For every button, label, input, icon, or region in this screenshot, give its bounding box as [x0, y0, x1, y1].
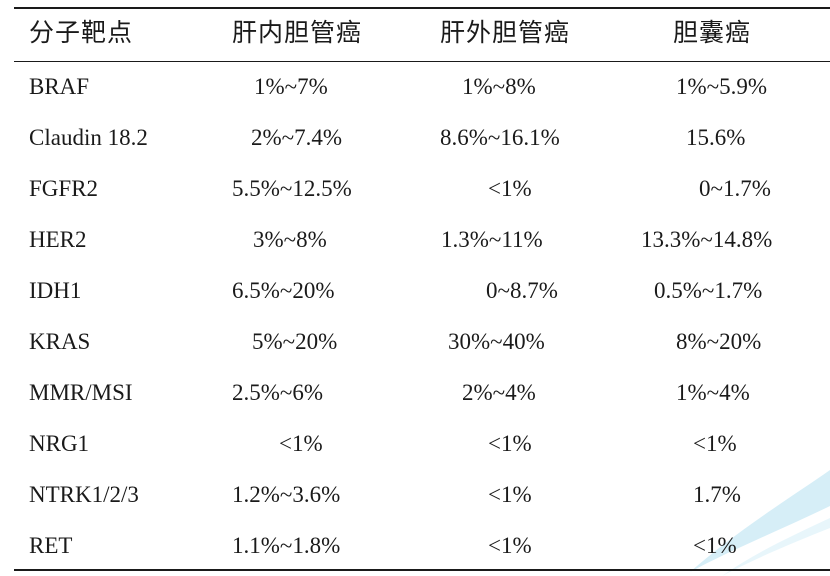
table-row: KRAS 5%~20% 30%~40% 8%~20%: [0, 316, 830, 367]
cell-extrahepatic: <1%: [488, 176, 532, 201]
cell-intrahepatic: 6.5%~20%: [232, 278, 335, 303]
cell-gallbladder: 0.5%~1.7%: [654, 278, 763, 303]
cell-target: NRG1: [29, 431, 90, 456]
cell-gallbladder: <1%: [693, 431, 737, 456]
cell-extrahepatic: 30%~40%: [448, 329, 545, 354]
header-gallbladder: 胆囊癌: [673, 20, 752, 47]
cell-target: RET: [29, 533, 73, 558]
cell-extrahepatic: <1%: [488, 482, 532, 507]
cell-extrahepatic: 2%~4%: [462, 380, 536, 405]
cell-extrahepatic: <1%: [488, 431, 532, 456]
cell-extrahepatic: 1.3%~11%: [441, 227, 543, 252]
header-intrahepatic: 肝内胆管癌: [232, 20, 363, 47]
table-row: MMR/MSI 2.5%~6% 2%~4% 1%~4%: [0, 367, 830, 418]
cell-intrahepatic: <1%: [279, 431, 323, 456]
header-extrahepatic: 肝外胆管癌: [440, 20, 571, 47]
cell-intrahepatic: 1%~7%: [254, 74, 328, 99]
cell-gallbladder: 15.6%: [686, 125, 746, 150]
cell-target: HER2: [29, 227, 87, 252]
cell-intrahepatic: 2%~7.4%: [251, 125, 343, 150]
cell-extrahepatic: 1%~8%: [462, 74, 536, 99]
table-row: BRAF 1%~7% 1%~8% 1%~5.9%: [0, 61, 830, 112]
cell-extrahepatic: <1%: [488, 533, 532, 558]
table-row: RET 1.1%~1.8% <1% <1%: [0, 520, 830, 571]
header-target: 分子靶点: [29, 20, 134, 47]
cell-target: KRAS: [29, 329, 91, 354]
cell-gallbladder: 1%~4%: [676, 380, 750, 405]
table-row: HER2 3%~8% 1.3%~11% 13.3%~14.8%: [0, 214, 830, 265]
cell-extrahepatic: 0~8.7%: [486, 278, 558, 303]
cell-target: FGFR2: [29, 176, 99, 201]
cell-gallbladder: 0~1.7%: [699, 176, 771, 201]
cell-intrahepatic: 5%~20%: [252, 329, 338, 354]
cell-intrahepatic: 1.2%~3.6%: [232, 482, 341, 507]
table-row: NTRK1/2/3 1.2%~3.6% <1% 1.7%: [0, 469, 830, 520]
table-row: NRG1 <1% <1% <1%: [0, 418, 830, 469]
cell-extrahepatic: 8.6%~16.1%: [440, 125, 560, 150]
cell-intrahepatic: 2.5%~6%: [232, 380, 324, 405]
cell-intrahepatic: 3%~8%: [253, 227, 327, 252]
table-row: FGFR2 5.5%~12.5% <1% 0~1.7%: [0, 163, 830, 214]
cell-target: NTRK1/2/3: [29, 482, 139, 507]
cell-gallbladder: 1%~5.9%: [676, 74, 768, 99]
cell-gallbladder: 8%~20%: [676, 329, 762, 354]
cell-gallbladder: 1.7%: [693, 482, 741, 507]
cell-target: Claudin 18.2: [29, 125, 148, 150]
table-row: IDH1 6.5%~20% 0~8.7% 0.5%~1.7%: [0, 265, 830, 316]
cell-target: BRAF: [29, 74, 90, 99]
table-header-rule: [14, 61, 830, 62]
cell-gallbladder: 13.3%~14.8%: [641, 227, 773, 252]
cell-intrahepatic: 5.5%~12.5%: [232, 176, 352, 201]
cell-gallbladder: <1%: [693, 533, 737, 558]
cell-target: IDH1: [29, 278, 82, 303]
table-row: Claudin 18.2 2%~7.4% 8.6%~16.1% 15.6%: [0, 112, 830, 163]
cell-intrahepatic: 1.1%~1.8%: [232, 533, 341, 558]
table-top-rule: [14, 7, 830, 9]
cell-target: MMR/MSI: [29, 380, 133, 405]
table-bottom-rule: [14, 569, 830, 571]
